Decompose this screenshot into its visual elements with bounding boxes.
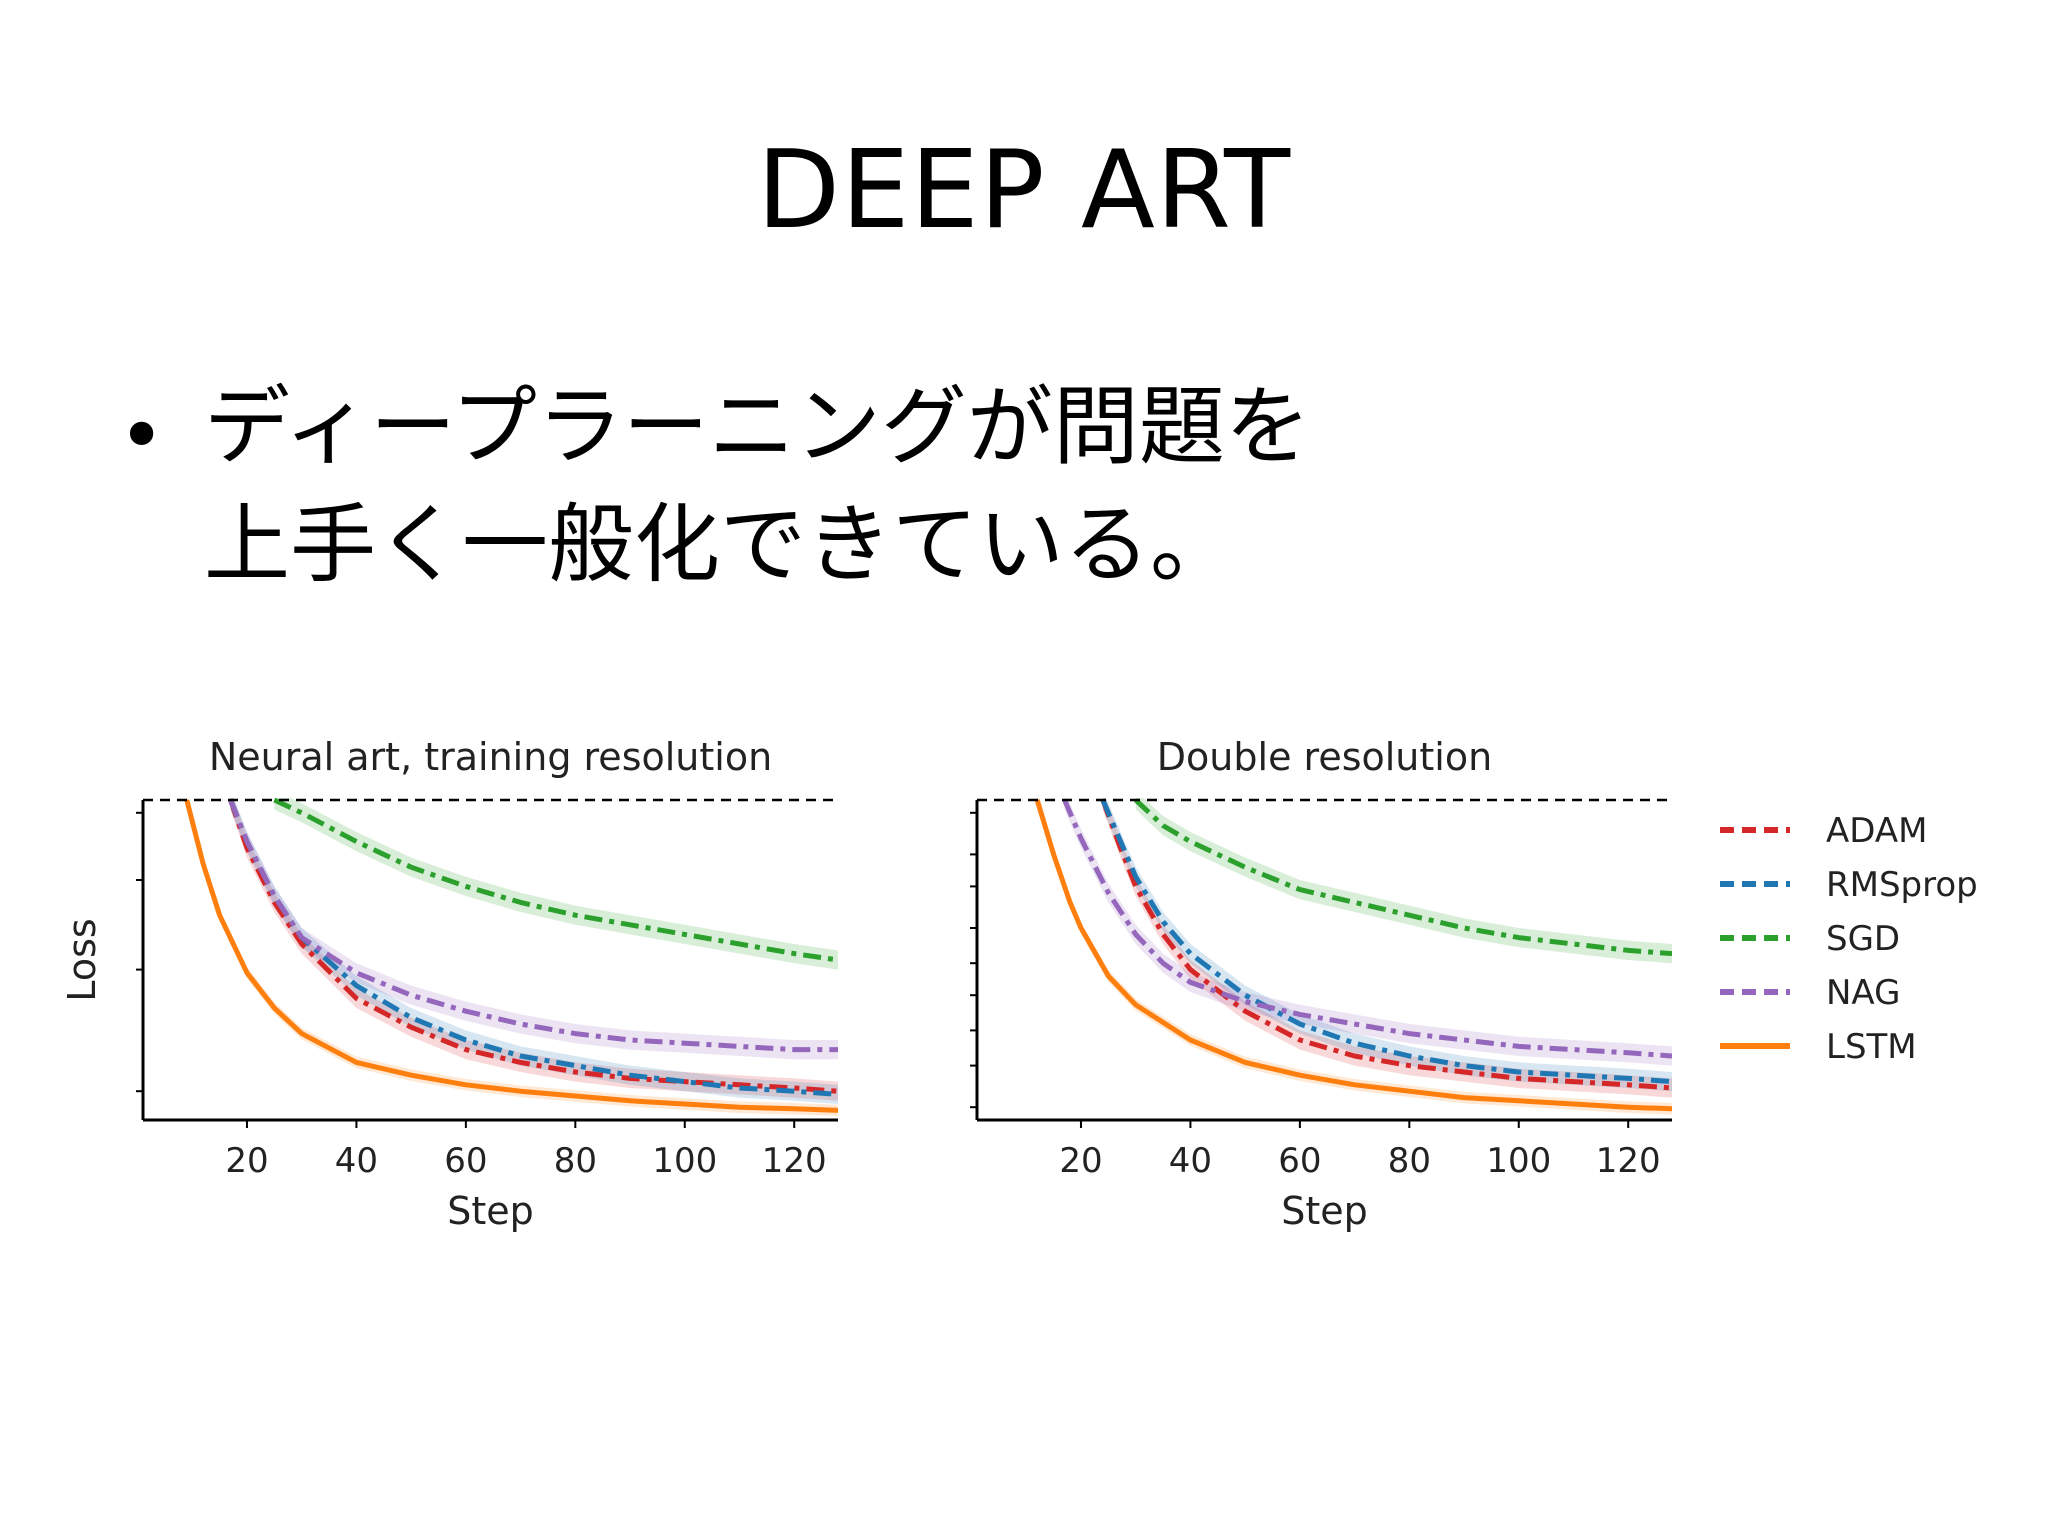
x-tick-label: 40 bbox=[1169, 1141, 1212, 1181]
series-line-lstm bbox=[1034, 799, 1672, 1112]
x-tick-label: 60 bbox=[444, 1141, 487, 1181]
x-tick-label: 120 bbox=[1596, 1141, 1661, 1181]
legend-label-rmsprop: RMSprop bbox=[1826, 865, 1978, 905]
chart-panel-1: Neural art, training resolution 20 40 60 80 1… bbox=[60, 735, 838, 1233]
series-line-lstm bbox=[184, 799, 838, 1113]
x-tick-label: 80 bbox=[554, 1141, 597, 1181]
legend-label-adam: ADAM bbox=[1826, 811, 1927, 851]
confidence-band-sgd bbox=[274, 798, 838, 970]
legend: ADAM RMSprop SGD NAG LSTM bbox=[1720, 811, 1978, 1067]
panel-title: Double resolution bbox=[1157, 735, 1492, 779]
panel-title: Neural art, training resolution bbox=[209, 735, 772, 779]
y-axis-label: Loss bbox=[60, 918, 104, 1001]
x-axis-label: Step bbox=[447, 1189, 534, 1233]
plot-area bbox=[1034, 798, 1672, 1115]
legend-label-sgd: SGD bbox=[1826, 919, 1900, 959]
plot-area bbox=[184, 798, 838, 1117]
series-line-rmsprop bbox=[1100, 799, 1672, 1085]
bullet-line-1: ディープラーニングが問題を bbox=[204, 377, 1311, 477]
bullet-line-2: 上手く一般化できている。 bbox=[204, 495, 1236, 595]
x-tick-label: 100 bbox=[1486, 1141, 1551, 1181]
series-line-sgd bbox=[1133, 798, 1672, 957]
bullet-text: ディープラーニングが問題を 上手く一般化できている。 bbox=[204, 368, 1311, 604]
series-line-nag bbox=[228, 799, 838, 1053]
bullet-mark: • bbox=[118, 389, 166, 482]
slide-title: DEEP ART bbox=[756, 128, 1292, 253]
legend-label-lstm: LSTM bbox=[1826, 1027, 1917, 1067]
x-tick-label: 60 bbox=[1278, 1141, 1321, 1181]
series-line-adam bbox=[1100, 799, 1672, 1091]
series-line-nag bbox=[1062, 799, 1672, 1059]
x-tick-label: 100 bbox=[652, 1141, 717, 1181]
confidence-band-nag bbox=[1064, 798, 1672, 1066]
series-line-sgd bbox=[273, 798, 838, 963]
legend-label-nag: NAG bbox=[1826, 973, 1900, 1013]
x-tick-label: 20 bbox=[225, 1141, 268, 1181]
series-line-adam bbox=[228, 799, 838, 1094]
chart-panel-2: Double resolution 20 40 60 80 100 120 Step bbox=[970, 735, 1672, 1233]
x-tick-label: 120 bbox=[762, 1141, 827, 1181]
x-tick-label: 20 bbox=[1059, 1141, 1102, 1181]
x-tick-label: 40 bbox=[335, 1141, 378, 1181]
x-tick-label: 80 bbox=[1388, 1141, 1431, 1181]
x-axis-label: Step bbox=[1281, 1189, 1368, 1233]
confidence-band-sgd bbox=[1135, 798, 1672, 964]
